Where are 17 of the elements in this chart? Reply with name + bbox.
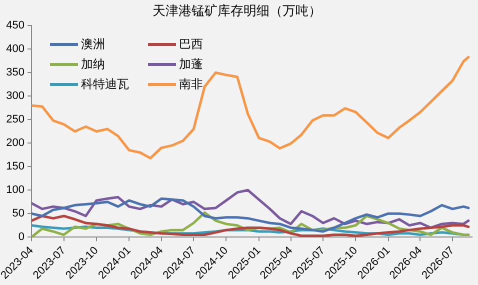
legend-label: 巴西 [179,36,203,53]
legend-label: 加纳 [81,56,105,73]
legend-label: 科特迪瓦 [81,76,129,93]
legend-label: 加蓬 [179,56,203,73]
y-tick-label: 200 [6,137,25,150]
y-tick-label: 350 [6,66,25,79]
legend-label: 澳洲 [81,36,105,53]
y-tick-label: 450 [6,20,25,32]
y-tick-label: 250 [6,114,25,126]
y-tick-label: 300 [6,90,25,102]
y-tick-label: 0 [18,231,25,244]
y-tick-label: 50 [12,208,25,220]
y-tick-label: 100 [6,184,25,196]
y-tick-label: 150 [6,160,25,173]
y-tick-label: 400 [6,43,25,56]
legend-label: 南非 [179,76,203,93]
chart-title: 天津港锰矿库存明细（万吨） [152,4,322,20]
